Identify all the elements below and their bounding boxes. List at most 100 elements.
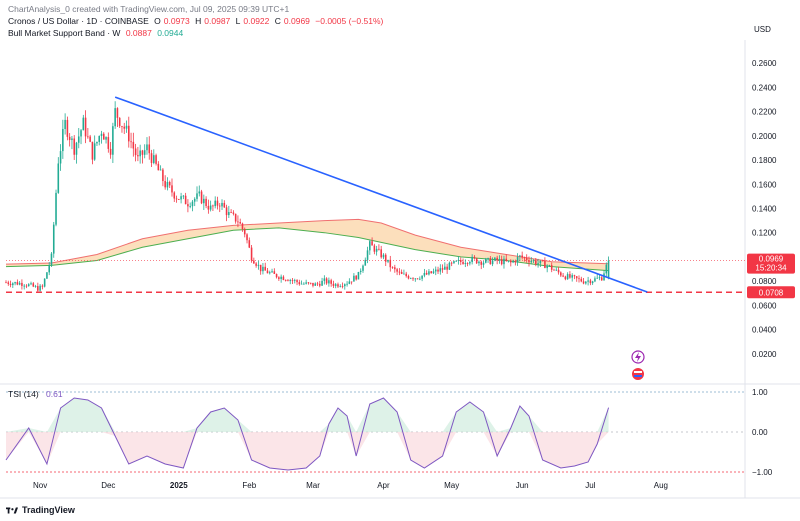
candle (389, 259, 392, 268)
candle (546, 265, 548, 269)
candle (521, 255, 523, 258)
candle (268, 272, 271, 274)
candle (316, 283, 319, 285)
candle (71, 138, 73, 140)
footer-brand-text: TradingView (22, 505, 75, 515)
tradingview-logo-icon (6, 507, 18, 513)
candle (93, 143, 96, 160)
low-label: L (235, 16, 241, 26)
bull-band-upper-line (5, 218, 609, 265)
candle (344, 284, 346, 287)
x-tick-label: Dec (101, 481, 115, 490)
candle (564, 276, 567, 280)
candle (455, 260, 458, 262)
candle (207, 205, 210, 210)
candle (168, 181, 171, 186)
candle (439, 268, 442, 272)
candle (566, 274, 569, 280)
flag-event-icon[interactable] (632, 368, 644, 380)
price-badge (747, 253, 795, 274)
candle (293, 280, 296, 281)
candle (118, 117, 121, 127)
candle (323, 278, 326, 281)
candle (448, 262, 451, 270)
candle (107, 137, 110, 149)
candle (200, 191, 203, 204)
candle (582, 281, 585, 284)
candle (459, 259, 462, 262)
candle (387, 259, 389, 262)
candle (498, 259, 501, 261)
oscillator-value: 0.61 (46, 389, 63, 399)
candle (164, 181, 166, 188)
candle (232, 212, 235, 214)
candle (46, 272, 48, 279)
candle (137, 155, 139, 157)
candle (562, 275, 564, 277)
candle (278, 277, 280, 279)
close-label: C (274, 16, 281, 26)
candle (318, 283, 321, 286)
candle (428, 271, 430, 275)
candle (230, 212, 232, 213)
candle (371, 241, 373, 246)
candle (489, 258, 492, 265)
candle (153, 155, 155, 163)
candle (253, 260, 255, 264)
y-tick-label: 0.1600 (752, 180, 777, 189)
candle (39, 285, 41, 291)
tsi-tick-label: −1.00 (752, 468, 773, 477)
flag-stripe-icon (634, 375, 642, 377)
candle (82, 117, 85, 131)
candle (430, 271, 433, 274)
candle (307, 282, 310, 284)
candle (105, 137, 107, 140)
candle (312, 282, 314, 286)
band-legend: Bull Market Support Band · W 0.0887 0.09… (8, 28, 186, 38)
y-tick-label: 0.0600 (752, 301, 777, 310)
candle (589, 280, 592, 284)
candle (334, 284, 337, 286)
candle (339, 286, 342, 287)
candle (525, 257, 528, 261)
candle (462, 261, 464, 264)
candle (75, 142, 78, 155)
footer-brand: TradingView (6, 505, 75, 515)
candle (400, 271, 403, 274)
candle (364, 259, 367, 266)
candle (473, 256, 476, 259)
candle (298, 282, 301, 285)
candle (505, 258, 508, 261)
candle (16, 282, 19, 285)
candle (305, 282, 307, 284)
candle (214, 200, 216, 207)
candle (77, 136, 80, 143)
candle (116, 108, 119, 118)
candle (173, 192, 176, 199)
symbol-name[interactable]: Cronos / US Dollar · 1D · COINBASE (8, 16, 149, 26)
flag-stripe-icon (634, 371, 642, 373)
candle (421, 275, 423, 279)
band-name[interactable]: Bull Market Support Band · W (8, 28, 121, 38)
candle (507, 260, 510, 262)
candle (382, 254, 385, 258)
candle (480, 261, 483, 265)
candle (21, 282, 23, 286)
candle (300, 283, 303, 285)
candle (89, 136, 91, 142)
descending-trendline[interactable] (114, 96, 648, 293)
candle (284, 279, 287, 281)
candle (362, 265, 364, 271)
candle (130, 141, 132, 143)
price-badge-value: 0.0969 (759, 255, 784, 264)
candle (193, 198, 196, 202)
bull-band-fill (6, 219, 609, 271)
candle (446, 266, 448, 270)
candle (203, 198, 205, 204)
candle (32, 283, 35, 287)
candle (398, 271, 401, 273)
candle (512, 260, 514, 263)
candle (148, 144, 151, 154)
candle (162, 169, 164, 182)
